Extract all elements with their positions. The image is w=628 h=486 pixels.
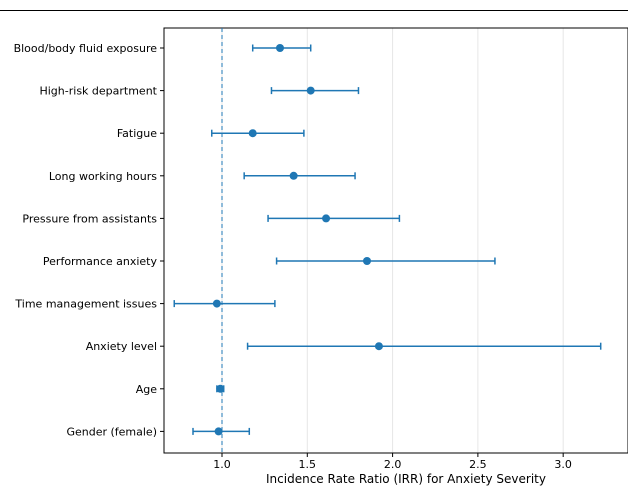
estimate-row [246,342,602,351]
y-tick-label: High-risk department [39,85,157,98]
estimate-row [216,384,225,393]
estimate-row [192,427,251,436]
point-estimate [248,129,257,138]
y-tick-label: Long working hours [49,170,157,183]
point-estimate [212,299,221,308]
point-estimate [306,86,315,95]
estimate-row [173,299,276,308]
estimates [173,44,602,436]
y-tick-label: Age [136,383,158,396]
estimate-row [270,86,360,95]
x-tick-label: 1.5 [299,458,317,471]
x-gridlines [221,28,564,453]
y-tick-label: Blood/body fluid exposure [14,42,158,55]
y-tick-label: Fatigue [117,127,157,140]
point-estimate [363,257,371,265]
y-tick-label: Anxiety level [86,340,157,353]
x-tick-label: 3.0 [554,458,572,471]
point-estimate [216,384,225,393]
point-estimate [214,427,223,436]
point-estimate [374,342,383,351]
estimate-row [267,214,401,223]
y-tick-label: Performance anxiety [43,255,158,268]
y-tick-label: Time management issues [14,298,157,311]
estimate-row [243,171,356,180]
point-estimate [289,171,298,180]
point-estimate [276,44,284,52]
y-tick-label: Gender (female) [66,425,157,438]
x-tick-label: 2.0 [384,458,402,471]
estimate-row [251,44,312,52]
x-tick-label: 1.0 [213,458,231,471]
x-axis-label: Incidence Rate Ratio (IRR) for Anxiety S… [266,472,546,486]
estimate-row [275,257,496,265]
x-axis: 1.0 1.5 2.0 2.5 3.0 [213,453,572,471]
x-tick-label: 2.5 [469,458,487,471]
estimate-row [211,129,305,138]
y-tick-label: Pressure from assistants [22,212,157,225]
top-border-line [0,10,628,11]
point-estimate [322,214,331,223]
plot-frame [163,27,628,454]
y-axis: Blood/body fluid exposure High-risk depar… [14,42,164,438]
